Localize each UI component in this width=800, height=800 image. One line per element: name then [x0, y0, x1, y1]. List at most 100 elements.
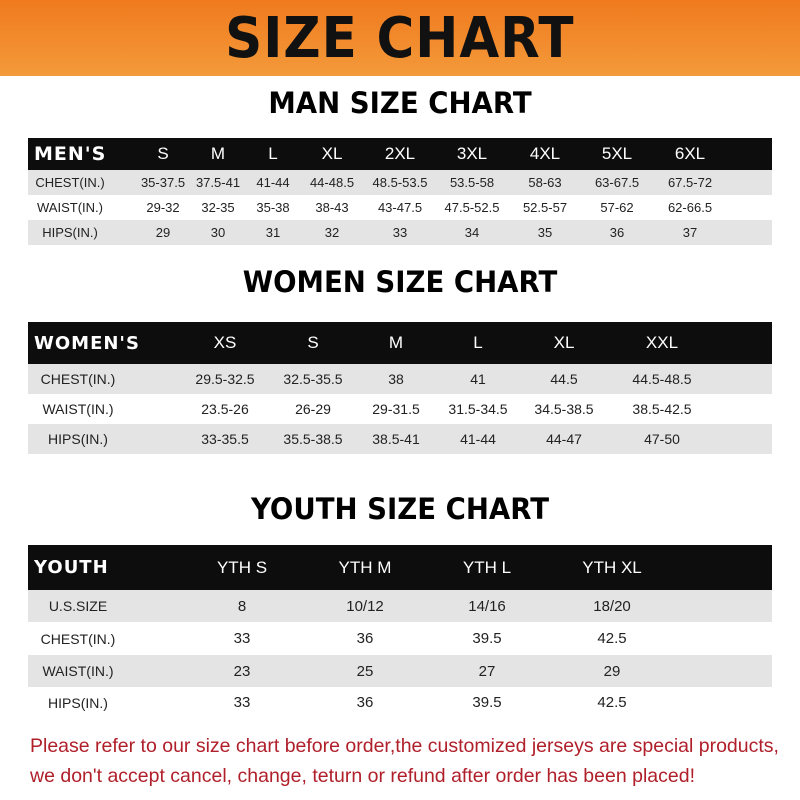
size-column-header: XS	[213, 333, 237, 352]
measurement-label: CHEST(IN.)	[40, 371, 116, 387]
size-column-header: L	[268, 144, 278, 163]
measurement-label: HIPS(IN.)	[48, 431, 108, 447]
table-cell: 44-48.5	[309, 175, 355, 190]
table-cell: 57-62	[600, 200, 634, 215]
women-title: WOMEN SIZE CHART	[242, 265, 558, 299]
table-cell: 29-32	[146, 200, 180, 215]
size-column-header: YTH XL	[582, 557, 642, 577]
size-column-header: 6XL	[674, 144, 706, 163]
table-cell: 10/12	[346, 597, 384, 615]
table-cell: 41-44	[256, 175, 290, 190]
table-cell: 35-38	[256, 200, 290, 215]
size-column-header: XL	[321, 144, 343, 163]
table-row: U.S.SIZE 8 10/12 14/16 18/20	[28, 590, 772, 622]
men-size-table: MEN'S S M L XL 2XL 3XL 4XL 5XL 6XL CHEST(IN.) 35-37…	[28, 138, 772, 245]
table-row: HIPS(IN.) 33 36 39.5 42.5	[28, 687, 772, 718]
table-cell: 52.5-57	[522, 200, 568, 215]
banner-title: SIZE CHART	[225, 5, 575, 71]
table-cell: 37.5-41	[195, 175, 241, 190]
table-cell: 29.5-32.5	[195, 371, 255, 387]
table-cell: 35.5-38.5	[283, 431, 343, 447]
measurement-label: HIPS(IN.)	[48, 694, 108, 711]
table-cell: 36	[356, 630, 374, 647]
table-cell: 33	[233, 630, 251, 647]
size-column-header: S	[157, 144, 169, 163]
table-row: CHEST(IN.) 33 36 39.5 42.5	[28, 622, 772, 655]
table-cell: 42.5	[597, 630, 627, 647]
table-cell: 35	[537, 225, 553, 240]
measurement-label: U.S.SIZE	[48, 598, 108, 614]
table-cell: 42.5	[597, 694, 627, 711]
table-cell: 34	[464, 225, 480, 240]
table-cell: 14/16	[468, 597, 506, 615]
women-header-row: WOMEN'S XS S M L XL XXL	[28, 322, 772, 364]
table-cell: 39.5	[472, 630, 502, 647]
size-column-header: 2XL	[384, 144, 416, 163]
table-cell: 58-63	[528, 175, 562, 190]
table-cell: 23	[233, 662, 251, 680]
measurement-label: CHEST(IN.)	[35, 175, 105, 190]
table-row: HIPS(IN.) 33-35.5 35.5-38.5 38.5-41 41-44 44-…	[28, 424, 772, 454]
measurement-label: HIPS(IN.)	[42, 225, 98, 240]
table-label-header: MEN'S	[34, 143, 107, 165]
table-cell: 38.5-42.5	[632, 401, 692, 417]
table-cell: 62-66.5	[667, 200, 713, 215]
table-cell: 18/20	[593, 597, 631, 615]
table-row: WAIST(IN.) 23.5-26 26-29 29-31.5 31.5-34.5 34…	[28, 394, 772, 424]
banner: SIZE CHART	[0, 0, 800, 76]
table-cell: 53.5-58	[449, 175, 495, 190]
table-cell: 44.5-48.5	[632, 371, 692, 387]
table-cell: 25	[356, 662, 374, 680]
table-label-header: WOMEN'S	[34, 332, 140, 354]
table-cell: 33-35.5	[201, 431, 249, 447]
table-cell: 36	[356, 694, 374, 711]
table-cell: 33	[392, 225, 408, 240]
size-column-header: M	[388, 333, 404, 352]
notice-line-2: we don't accept cancel, change, teturn o…	[30, 765, 695, 787]
size-column-header: M	[210, 144, 226, 163]
table-cell: 23.5-26	[201, 401, 249, 417]
measurement-label: WAIST(IN.)	[37, 200, 103, 215]
size-column-header: L	[473, 333, 483, 352]
size-column-header: 4XL	[529, 144, 561, 163]
table-cell: 35-37.5	[140, 175, 186, 190]
table-cell: 32-35	[201, 200, 235, 215]
size-column-header: 3XL	[456, 144, 488, 163]
table-cell: 41	[470, 371, 486, 387]
table-cell: 29	[155, 225, 171, 240]
table-cell: 31	[265, 225, 281, 240]
table-cell: 48.5-53.5	[372, 175, 428, 190]
table-cell: 26-29	[295, 401, 331, 417]
table-cell: 32.5-35.5	[283, 371, 343, 387]
table-cell: 37	[682, 225, 698, 240]
notice-line-1: Please refer to our size chart before or…	[30, 735, 779, 757]
table-cell: 33	[233, 694, 251, 711]
table-cell: 44-47	[546, 431, 582, 447]
youth-size-table: YOUTH YTH S YTH M YTH L YTH XL U.S.SIZE 8 10/12…	[28, 545, 772, 718]
table-row: HIPS(IN.) 29 30 31 32 33 34 35 36 37	[28, 220, 772, 245]
table-cell: 31.5-34.5	[448, 401, 508, 417]
measurement-label: WAIST(IN.)	[42, 663, 114, 679]
table-cell: 67.5-72	[667, 175, 713, 190]
size-column-header: YTH M	[338, 557, 392, 577]
table-cell: 32	[324, 225, 340, 240]
table-cell: 38	[388, 371, 404, 387]
measurement-label: CHEST(IN.)	[40, 630, 116, 647]
table-cell: 43-47.5	[377, 200, 423, 215]
size-column-header: S	[307, 333, 319, 352]
table-row: WAIST(IN.) 23 25 27 29	[28, 655, 772, 687]
table-cell: 39.5	[472, 694, 502, 711]
measurement-label: WAIST(IN.)	[42, 401, 114, 417]
table-row: CHEST(IN.) 35-37.5 37.5-41 41-44 44-48.5 48.5…	[28, 170, 772, 195]
table-cell: 8	[237, 597, 247, 615]
table-cell: 41-44	[460, 431, 496, 447]
table-cell: 44.5	[550, 371, 578, 387]
size-column-header: YTH L	[462, 557, 512, 577]
size-column-header: XL	[553, 333, 575, 352]
men-title: MAN SIZE CHART	[268, 86, 532, 120]
table-cell: 29-31.5	[372, 401, 420, 417]
men-header-row: MEN'S S M L XL 2XL 3XL 4XL 5XL 6XL	[28, 138, 772, 170]
table-cell: 38.5-41	[372, 431, 420, 447]
table-cell: 34.5-38.5	[534, 401, 594, 417]
women-size-table: WOMEN'S XS S M L XL XXL CHEST(IN.) 29.5-32.5 32.5…	[28, 322, 772, 454]
